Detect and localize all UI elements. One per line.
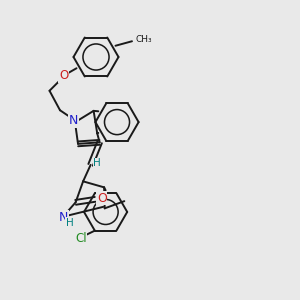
Text: N: N (69, 114, 78, 127)
Text: H: H (66, 218, 74, 228)
Text: O: O (59, 69, 68, 82)
Text: Cl: Cl (75, 232, 86, 245)
Text: CH₃: CH₃ (136, 35, 152, 44)
Text: O: O (97, 192, 107, 205)
Text: H: H (93, 158, 101, 168)
Text: N: N (59, 211, 68, 224)
